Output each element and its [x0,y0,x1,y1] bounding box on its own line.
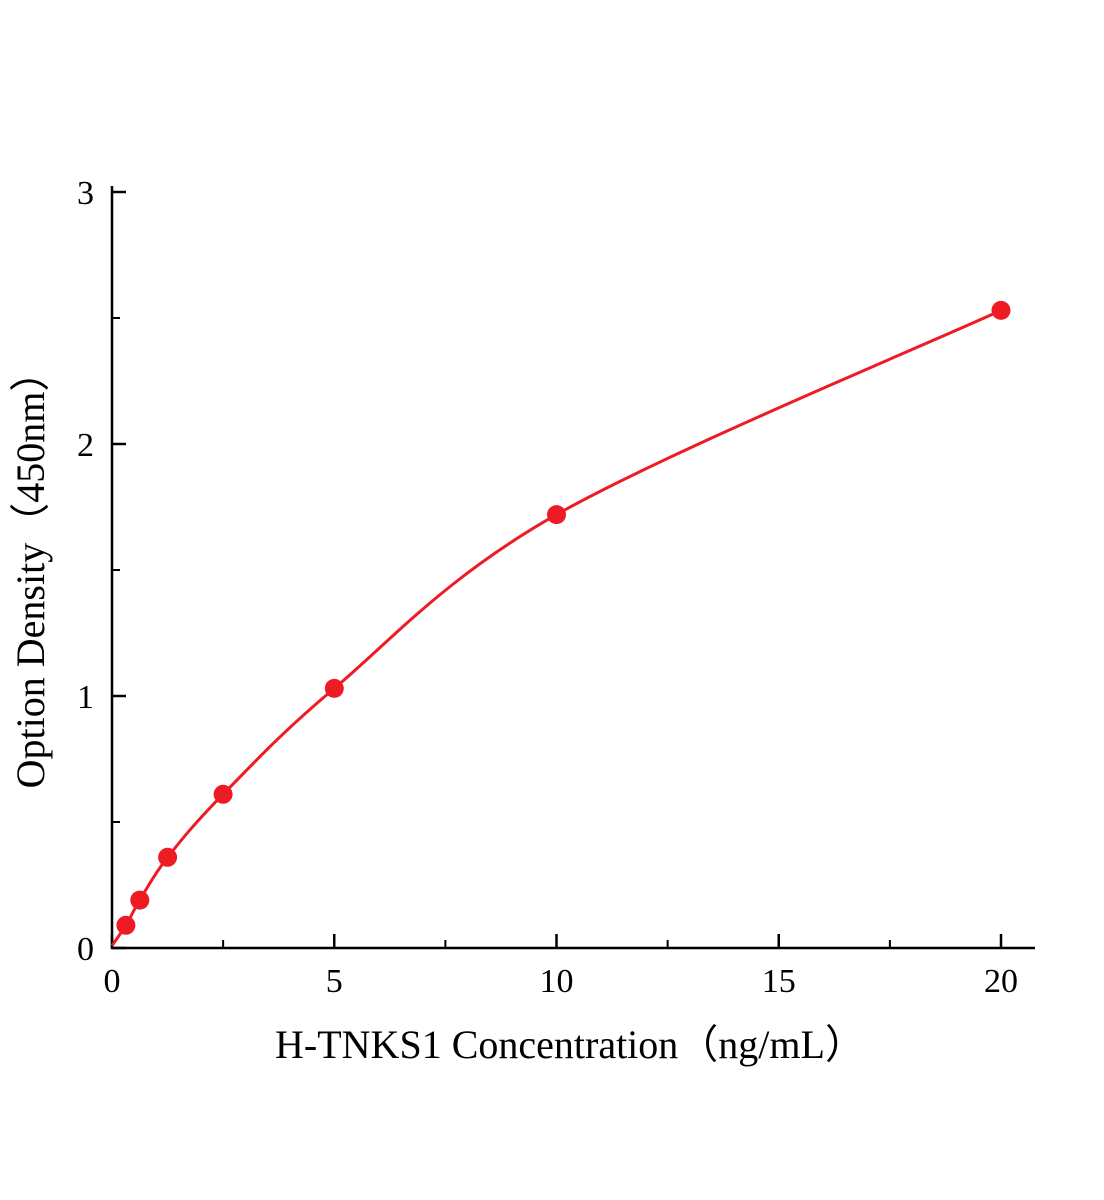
x-tick-label: 20 [984,963,1018,1000]
y-tick-label: 3 [77,175,94,212]
data-point [324,678,344,698]
x-axis-label: H-TNKS1 Concentration（ng/mL） [275,1022,865,1067]
data-point [991,300,1011,320]
data-point [213,784,233,804]
standard-curve-line [110,309,1002,947]
data-point-group [116,300,1011,935]
x-tick-label: 0 [104,963,121,1000]
axis-tick-labels: 0 5 10 15 20 0 1 2 3 [77,175,1018,1000]
x-tick-label: 15 [762,963,796,1000]
data-point [130,890,150,910]
x-tick-label: 5 [326,963,343,1000]
y-axis-label: Option Density（450nm） [8,352,53,789]
y-tick-label: 2 [77,427,94,464]
y-tick-label: 1 [77,679,94,716]
axes [110,186,1035,950]
axis-ticks [110,190,1003,950]
axis-lines [110,186,1035,950]
data-point [116,915,136,935]
data-point [547,505,566,525]
data-point [158,847,178,867]
x-tick-label: 10 [540,963,574,1000]
y-tick-label: 0 [77,931,94,968]
